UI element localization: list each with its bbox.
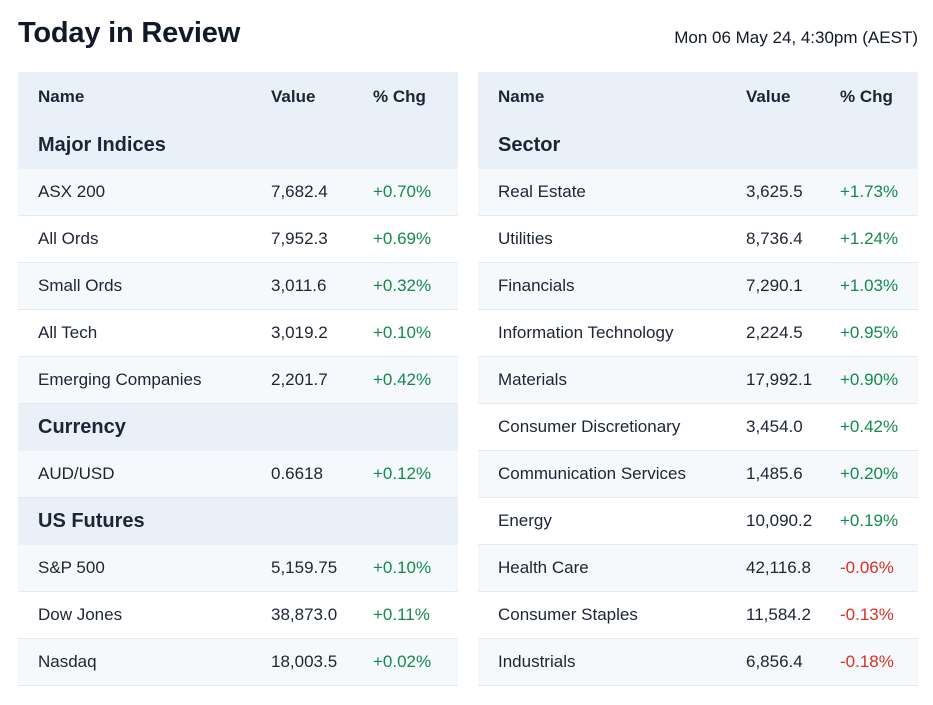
row-value: 0.6618 [271,464,323,483]
sector-table-body: Real Estate 3,625.5 +1.73% Utilities 8,736.4… [478,169,918,686]
row-change: +0.32% [373,276,432,295]
row-change: +1.24% [840,229,899,248]
table-row[interactable]: Utilities 8,736.4 +1.24% [478,216,918,263]
row-name: Real Estate [498,182,586,201]
table-row[interactable]: Dow Jones 38,873.0 +0.11% [18,592,458,639]
row-value: 1,485.6 [746,464,803,483]
row-name: Energy [498,511,552,530]
sector-table: Name Value % Chg Sector Real Estate 3,625… [478,72,918,686]
row-change: -0.18% [840,652,894,671]
table-row[interactable]: AUD/USD 0.6618 +0.12% [18,451,458,498]
group-header-sector: Sector [478,122,918,169]
row-name: Emerging Companies [38,370,202,389]
table-row[interactable]: Consumer Staples 11,584.2 -0.13% [478,592,918,639]
row-name: Nasdaq [38,652,97,671]
row-change: +0.02% [373,652,432,671]
row-change: +0.19% [840,511,899,530]
timestamp: Mon 06 May 24, 4:30pm (AEST) [674,28,918,47]
column-header-change[interactable]: % Chg [373,87,426,106]
row-name: S&P 500 [38,558,105,577]
row-value: 18,003.5 [271,652,338,671]
table-row[interactable]: Financials 7,290.1 +1.03% [478,263,918,310]
table-row[interactable]: Small Ords 3,011.6 +0.32% [18,263,458,310]
table-row[interactable]: Energy 10,090.2 +0.19% [478,498,918,545]
table-row[interactable]: Consumer Discretionary 3,454.0 +0.42% [478,404,918,451]
row-value: 10,090.2 [746,511,813,530]
row-change: +0.10% [373,323,432,342]
row-value: 7,290.1 [746,276,803,295]
group-header-major-indices: Major Indices [18,122,458,169]
row-name: Dow Jones [38,605,123,624]
table-header: Name Value % Chg [18,72,458,122]
row-name: Financials [498,276,575,295]
page-title: Today in Review [18,17,241,49]
markets-table-body: Major Indices ASX 200 7,682.4 +0.70% All Ord… [18,122,458,686]
row-change: +0.90% [840,370,899,389]
row-value: 11,584.2 [746,605,811,624]
row-name: Materials [498,370,567,389]
row-name: Utilities [498,229,553,248]
row-value: 7,952.3 [271,229,328,248]
table-row[interactable]: All Tech 3,019.2 +0.10% [18,310,458,357]
row-value: 38,873.0 [271,605,338,624]
column-header-name[interactable]: Name [498,87,545,106]
row-value: 2,201.7 [271,370,328,389]
row-name: Small Ords [38,276,123,295]
row-value: 3,454.0 [746,417,803,436]
row-name: Industrials [498,652,576,671]
row-value: 2,224.5 [746,323,803,342]
row-change: +0.42% [373,370,432,389]
row-name: Consumer Staples [498,605,638,624]
row-value: 3,011.6 [271,276,327,295]
row-value: 7,682.4 [271,182,328,201]
row-name: Consumer Discretionary [498,417,681,436]
table-row[interactable]: Nasdaq 18,003.5 +0.02% [18,639,458,686]
table-row[interactable]: Emerging Companies 2,201.7 +0.42% [18,357,458,404]
row-change: +0.70% [373,182,432,201]
row-name: ASX 200 [38,182,106,201]
table-row[interactable]: S&P 500 5,159.75 +0.10% [18,545,458,592]
row-value: 3,019.2 [271,323,328,342]
row-change: -0.13% [840,605,894,624]
row-name: Communication Services [498,464,687,483]
table-row[interactable]: ASX 200 7,682.4 +0.70% [18,169,458,216]
column-header-change[interactable]: % Chg [840,87,893,106]
row-change: +0.20% [840,464,899,483]
row-change: -0.06% [840,558,894,577]
row-name: All Ords [38,229,99,248]
group-header-us-futures: US Futures [18,498,458,545]
row-value: 5,159.75 [271,558,338,577]
row-change: +0.95% [840,323,899,342]
row-change: +1.03% [840,276,899,295]
row-value: 3,625.5 [746,182,803,201]
table-row[interactable]: Health Care 42,116.8 -0.06% [478,545,918,592]
table-row[interactable]: Communication Services 1,485.6 +0.20% [478,451,918,498]
table-row[interactable]: All Ords 7,952.3 +0.69% [18,216,458,263]
group-header-currency: Currency [18,404,458,451]
column-header-value[interactable]: Value [746,87,791,106]
row-name: Information Technology [498,323,674,342]
row-change: +0.10% [373,558,432,577]
column-header-value[interactable]: Value [271,87,316,106]
table-row[interactable]: Industrials 6,856.4 -0.18% [478,639,918,686]
row-value: 17,992.1 [746,370,813,389]
markets-table: Name Value % Chg Major Indices ASX 200 7,6… [18,72,458,686]
table-header: Name Value % Chg [478,72,918,122]
row-change: +0.11% [373,605,430,624]
row-name: Health Care [498,558,589,577]
row-value: 8,736.4 [746,229,803,248]
table-row[interactable]: Real Estate 3,625.5 +1.73% [478,169,918,216]
row-name: AUD/USD [38,464,115,483]
row-change: +0.42% [840,417,899,436]
row-name: All Tech [38,323,98,342]
table-row[interactable]: Information Technology 2,224.5 +0.95% [478,310,918,357]
column-header-name[interactable]: Name [38,87,85,106]
row-change: +0.12% [373,464,432,483]
row-value: 6,856.4 [746,652,803,671]
table-row[interactable]: Materials 17,992.1 +0.90% [478,357,918,404]
row-change: +0.69% [373,229,432,248]
row-change: +1.73% [840,182,899,201]
row-value: 42,116.8 [746,558,811,577]
